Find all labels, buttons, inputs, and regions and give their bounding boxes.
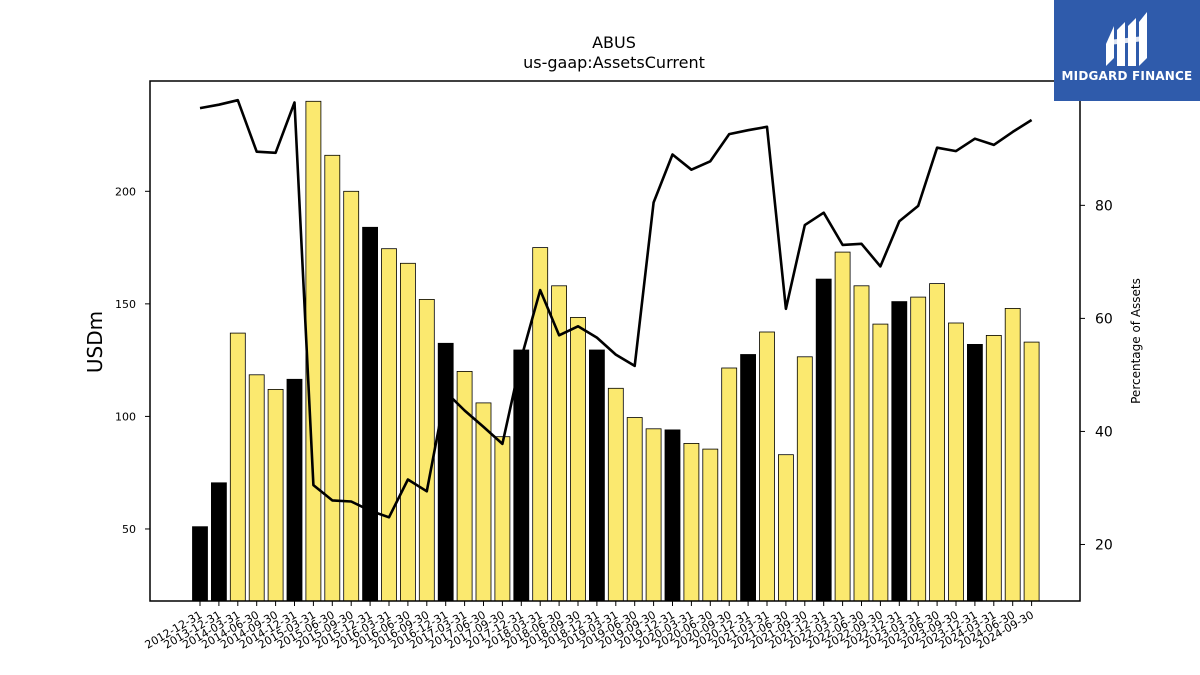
bar-2019-06-30 — [626, 417, 643, 602]
bar-2014-09-30 — [267, 388, 284, 602]
bar-2023-06-30 — [929, 283, 945, 602]
bar-2024-06-30 — [1004, 307, 1021, 602]
bar-2021-12-31 — [815, 278, 832, 602]
bar-2015-03-31 — [305, 100, 322, 602]
bar-2014-12-31 — [286, 378, 303, 602]
right-tick-label: 60 — [1095, 311, 1113, 327]
bar-2020-06-30 — [702, 448, 719, 602]
percentage-line — [199, 98, 1033, 519]
plot-frame — [149, 80, 1081, 602]
right-tick-label: 80 — [1095, 198, 1113, 214]
bar-2012-12-31 — [192, 526, 208, 602]
bar-2017-09-30 — [494, 436, 511, 602]
bar-series — [192, 100, 1040, 602]
brand-logo: MIDGARD FINANCE — [1054, 0, 1200, 101]
bar-2022-12-31 — [891, 301, 908, 602]
left-tick-label: 200 — [115, 185, 136, 198]
right-axis: 20 40 60 80 — [1080, 198, 1113, 553]
bar-2019-03-31 — [607, 387, 624, 602]
left-axis: 50 100 150 200 — [115, 185, 150, 536]
bar-2022-09-30 — [872, 323, 889, 602]
left-tick-label: 50 — [122, 523, 136, 536]
bar-2023-12-31 — [967, 343, 983, 602]
bar-2019-12-31 — [664, 429, 681, 602]
bar-2020-09-30 — [721, 367, 738, 602]
chart-title: ABUS — [592, 33, 636, 52]
x-axis: 2012-12-312013-12-312014-03-312014-06-30… — [143, 601, 1036, 652]
bar-2021-06-30 — [778, 454, 794, 602]
bar-2016-03-31 — [381, 248, 397, 602]
bar-2018-09-30 — [570, 316, 586, 602]
logo-text: MIDGARD FINANCE — [1061, 69, 1193, 83]
bar-2019-09-30 — [645, 428, 662, 602]
bar-2016-09-30 — [418, 298, 435, 602]
logo-mark-icon — [1106, 12, 1147, 66]
bar-2024-09-30 — [1023, 341, 1040, 602]
left-tick-label: 150 — [115, 298, 136, 311]
bar-2014-03-31 — [229, 332, 246, 602]
bar-2022-03-31 — [834, 251, 851, 602]
bar-2021-09-30 — [796, 356, 813, 602]
bar-2015-09-30 — [343, 190, 360, 602]
bar-2015-06-30 — [324, 154, 341, 602]
bar-2014-06-30 — [248, 374, 265, 602]
bar-2022-06-30 — [853, 285, 870, 602]
right-tick-label: 40 — [1095, 424, 1113, 440]
bar-2016-12-31 — [437, 342, 454, 602]
y2-axis-label: Percentage of Assets — [1129, 278, 1143, 404]
bar-2023-03-31 — [910, 296, 927, 602]
y-axis-label: USDm — [83, 311, 107, 373]
bar-2024-03-31 — [985, 334, 1002, 602]
bar-2020-12-31 — [740, 354, 756, 602]
bar-2015-12-31 — [362, 226, 379, 602]
bar-2018-12-31 — [589, 349, 605, 602]
right-tick-label: 20 — [1095, 537, 1113, 553]
chart-subtitle: us-gaap:AssetsCurrent — [523, 53, 705, 72]
left-tick-label: 100 — [115, 410, 136, 423]
bar-2016-06-30 — [399, 262, 416, 602]
bar-2023-09-30 — [948, 322, 964, 602]
line-series — [199, 98, 1033, 519]
bar-2013-12-31 — [210, 482, 227, 602]
bar-2021-03-31 — [759, 331, 775, 602]
bar-2020-03-31 — [683, 442, 700, 602]
